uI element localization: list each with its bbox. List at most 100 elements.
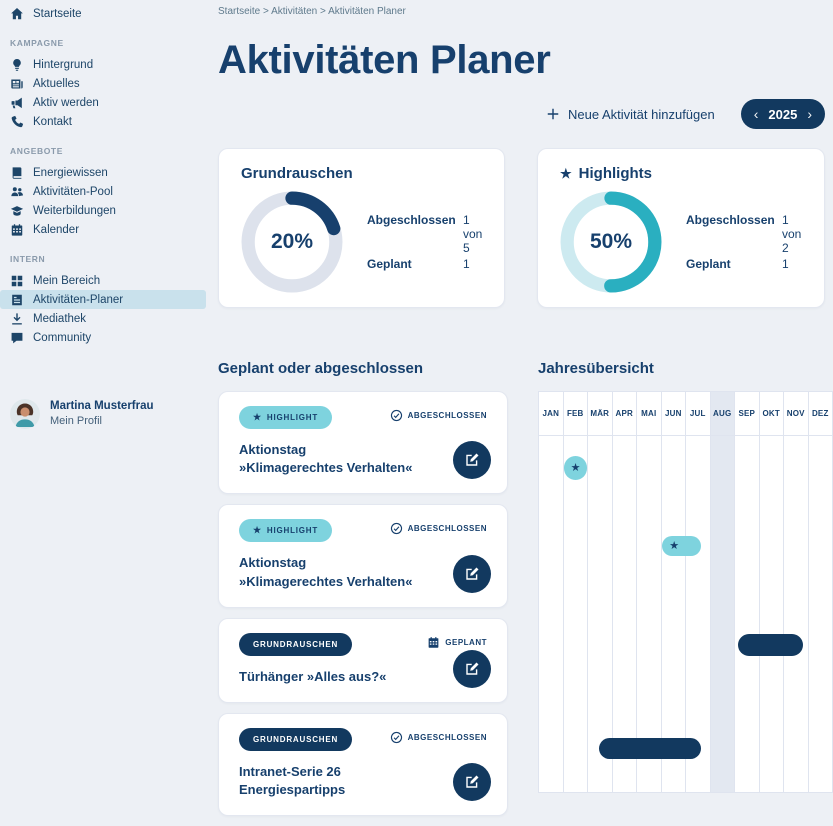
category-badge-highlight: ★ HIGHLIGHT xyxy=(239,519,333,543)
stat-row-label: Geplant xyxy=(686,257,731,271)
year-overview-table: JAN FEB MÄR APR MAI JUN JUL AUG SEP OKT NOV DEZ ★ ★ xyxy=(538,391,833,793)
category-badge-label: GRUNDRAUSCHEN xyxy=(253,639,339,649)
stats-row: Grundrauschen 20% Abgeschlossen 1 von 5 Gepl… xyxy=(218,148,825,308)
add-activity-button[interactable]: Neue Aktivität hinzufügen xyxy=(546,107,715,122)
year-overview-column: Jahresübersicht JAN FEB MÄR APR MAI JUN JUL AUG… xyxy=(538,360,833,793)
sidebar-item-aktuelles[interactable]: Aktuelles xyxy=(0,74,206,93)
year-mark-highlight: ★ xyxy=(662,536,702,556)
sidebar-nav: Startseite KAMPAGNE Hintergrund Aktuelles Ak… xyxy=(0,4,212,347)
calendar-icon xyxy=(10,223,24,237)
sidebar-item-mein-bereich[interactable]: Mein Bereich xyxy=(0,271,206,290)
sidebar-item-aktiv-werden[interactable]: Aktiv werden xyxy=(0,93,206,112)
star-icon: ★ xyxy=(253,412,262,422)
lightbulb-icon xyxy=(10,58,24,72)
stat-row-value: 1 xyxy=(463,257,470,271)
month-column-mai: MAI xyxy=(637,392,662,792)
status-label: ABGESCHLOSSEN xyxy=(407,411,487,420)
month-header-jan: JAN xyxy=(539,392,563,436)
month-header-feb: FEB xyxy=(563,392,587,436)
sidebar-item-mediathek[interactable]: Mediathek xyxy=(0,309,206,328)
edit-button[interactable] xyxy=(453,554,491,593)
status-label: ABGESCHLOSSEN xyxy=(407,732,487,742)
activities-section-title: Geplant oder abgeschlossen xyxy=(218,360,424,377)
chevron-right-icon[interactable]: › xyxy=(807,106,812,122)
sidebar-item-label: Mein Bereich xyxy=(33,274,101,287)
star-icon: ★ xyxy=(253,525,262,536)
sidebar-item-kalender[interactable]: Kalender xyxy=(0,220,206,239)
category-badge-label: HIGHLIGHT xyxy=(266,526,319,536)
status-abgeschlossen: ABGESCHLOSSEN xyxy=(390,522,487,535)
activity-card[interactable]: GRUNDRAUSCHEN ABGESCHLOSSEN Intranet-Serie… xyxy=(218,712,508,817)
stat-row-label: Geplant xyxy=(367,257,412,271)
sidebar-section-label: KAMPAGNE xyxy=(10,38,64,48)
activity-card-header: GRUNDRAUSCHEN ABGESCHLOSSEN xyxy=(239,727,487,751)
sidebar-item-aktivitaten-pool[interactable]: Aktivitäten-Pool xyxy=(0,182,206,201)
category-badge-grundrauschen: GRUNDRAUSCHEN xyxy=(239,632,353,656)
donut-chart: 50% xyxy=(560,191,662,293)
category-badge-label: HIGHLIGHT xyxy=(266,413,319,422)
sidebar-item-hintergrund[interactable]: Hintergrund xyxy=(0,55,206,74)
megaphone-icon xyxy=(10,96,24,110)
status-label: ABGESCHLOSSEN xyxy=(407,524,487,534)
stats-card-highlights: ★ Highlights 50% Abgeschlossen 1 von 2 Geplan… xyxy=(537,148,825,308)
year-mark-grundrauschen xyxy=(598,738,702,759)
calendar-icon xyxy=(427,636,440,649)
edit-button[interactable] xyxy=(453,441,491,480)
check-circle-icon xyxy=(390,409,403,422)
sidebar-item-energiewissen[interactable]: Energiewissen xyxy=(0,163,206,182)
month-header-nov: NOV xyxy=(784,392,808,436)
home-icon xyxy=(10,7,24,21)
plus-icon xyxy=(546,107,560,121)
year-selector[interactable]: ‹ 2025 › xyxy=(740,99,825,129)
sidebar-item-label: Mediathek xyxy=(33,312,87,325)
sidebar-item-startseite[interactable]: Startseite xyxy=(0,4,206,23)
sidebar-item-label: Weiterbildungen xyxy=(33,204,116,217)
month-column-apr: APR xyxy=(612,392,637,792)
activity-card-header: ★ HIGHLIGHT ABGESCHLOSSEN xyxy=(239,406,487,429)
sidebar-item-community[interactable]: Community xyxy=(0,328,206,347)
category-badge-label: GRUNDRAUSCHEN xyxy=(253,734,339,744)
stat-row: Abgeschlossen 1 von 2 xyxy=(686,213,802,255)
year-mark-grundrauschen xyxy=(737,634,803,656)
edit-button[interactable] xyxy=(453,649,491,688)
activity-card[interactable]: GRUNDRAUSCHEN GEPLANT Türhänger »Alles aus… xyxy=(218,617,508,703)
stat-row: Geplant 1 xyxy=(686,257,802,271)
month-column-dez: DEZ xyxy=(808,392,832,792)
breadcrumb[interactable]: Startseite > Aktivitäten > Aktivitäten P… xyxy=(218,6,406,17)
sidebar-item-kontakt[interactable]: Kontakt xyxy=(0,112,206,131)
chevron-left-icon[interactable]: ‹ xyxy=(753,106,759,122)
year-chart-marks: ★ ★ xyxy=(539,436,832,792)
star-icon: ★ xyxy=(669,539,680,552)
activity-title: Aktionstag »Klimagerechtes Verhalten« xyxy=(239,554,439,590)
month-header-jul: JUL xyxy=(686,392,710,436)
stat-row-value: 1 xyxy=(782,257,789,271)
activity-title: Aktionstag »Klimagerechtes Verhalten« xyxy=(239,441,439,477)
chat-icon xyxy=(10,331,24,345)
donut-chart: 20% xyxy=(241,191,343,293)
sidebar: Startseite KAMPAGNE Hintergrund Aktuelles Ak… xyxy=(0,0,212,809)
avatar xyxy=(10,399,40,429)
category-badge-highlight: ★ HIGHLIGHT xyxy=(239,406,333,429)
grid-icon xyxy=(10,274,24,288)
sidebar-item-aktivitaten-planer[interactable]: Aktivitäten-Planer xyxy=(0,290,206,309)
profile[interactable]: Martina Musterfrau Mein Profil xyxy=(10,399,212,429)
month-header-dez: DEZ xyxy=(808,392,832,436)
activity-card[interactable]: ★ HIGHLIGHT ABGESCHLOSSEN Aktionstag »Klimag… xyxy=(218,391,508,495)
status-abgeschlossen: ABGESCHLOSSEN xyxy=(390,409,487,422)
sidebar-item-label: Community xyxy=(33,331,92,344)
sidebar-item-label: Aktuelles xyxy=(33,77,80,90)
edit-button[interactable] xyxy=(453,763,491,802)
add-activity-label: Neue Aktivität hinzufügen xyxy=(568,106,715,122)
month-column-jan: JAN xyxy=(539,392,564,792)
star-icon: ★ xyxy=(560,166,572,181)
sidebar-item-weiterbildungen[interactable]: Weiterbildungen xyxy=(0,201,206,220)
newspaper-icon xyxy=(10,77,24,91)
year-overview-title: Jahresübersicht xyxy=(538,360,654,377)
activity-card[interactable]: ★ HIGHLIGHT ABGESCHLOSSEN Aktionstag »Klimag… xyxy=(218,504,508,608)
activities-column: Geplant oder abgeschlossen ★ HIGHLIGHT ABG… xyxy=(218,360,508,826)
month-header-aug: AUG xyxy=(710,392,734,436)
month-column-jun: JUN xyxy=(661,392,686,792)
stat-row: Geplant 1 xyxy=(367,257,482,271)
stats-card-body: 50% Abgeschlossen 1 von 2 Geplant 1 xyxy=(560,191,802,293)
stats-card-title-text: Grundrauschen xyxy=(241,165,353,182)
